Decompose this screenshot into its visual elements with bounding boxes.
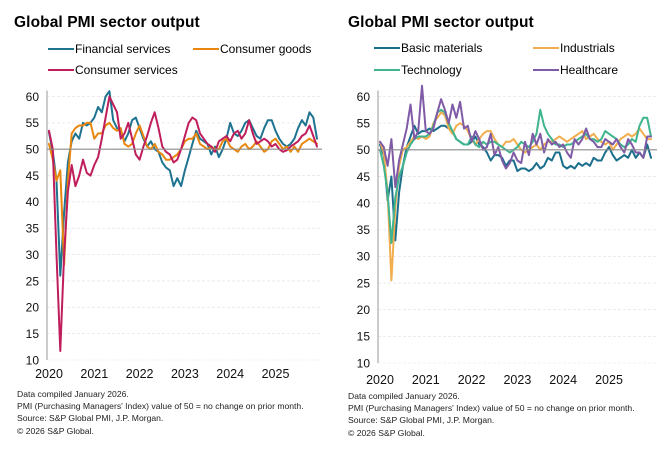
y-tick-label-left: 20 [26,301,40,315]
y-tick-label-left: 35 [26,222,40,236]
footnote-pmi-definition: PMI (Purchasing Managers' Index) value o… [17,401,304,412]
legend-label: Industrials [560,41,615,55]
y-tick-label-left: 25 [26,274,40,288]
legend-label: Consumer services [75,63,178,77]
y-tick-label-right: 50 [357,143,371,157]
chart-title-right: Global PMI sector output [348,14,534,31]
series-line-consumer-services [48,95,318,352]
y-tick-label-right: 25 [357,276,371,290]
footnote-copyright: © 2026 S&P Global. [348,427,425,438]
footnote-compiled: Data compiled January 2026. [348,391,460,401]
series-line-industrials [379,111,652,282]
footnote-compiled: Data compiled January 2026. [17,389,129,399]
legend-swatch-consumer-services [48,68,74,72]
x-tick-label-2022: 2022 [126,367,154,381]
legend-item-basic-materials: Basic materials [374,41,482,55]
footnotes-right: Data compiled January 2026. PMI (Purchas… [348,390,635,439]
legend-item-industrials: Industrials [533,41,615,55]
legend-swatch-healthcare [533,68,559,72]
y-tick-label-right: 60 [357,90,371,104]
legend-item-consumer-goods: Consumer goods [193,42,311,56]
y-tick-label-left: 45 [26,169,40,183]
series-line-technology [379,108,652,245]
x-tick-label-2020: 2020 [35,367,63,381]
legend-item-financial-services: Financial services [48,42,170,56]
legend-swatch-industrials [533,46,559,50]
x-tick-label-2022: 2022 [458,373,486,387]
footnote-source: Source: S&P Global PMI, J.P. Morgan. [348,415,495,426]
y-tick-label-right: 55 [357,116,371,130]
chart-title-left: Global PMI sector output [14,14,200,31]
y-tick-label-right: 15 [357,330,371,344]
y-tick-label-left: 15 [26,327,40,341]
legend-label: Technology [401,63,462,77]
footnote-source: Source: S&P Global PMI, J.P. Morgan. [17,413,164,424]
footnotes-left: Data compiled January 2026. PMI (Purchas… [17,388,304,437]
footnote-copyright: © 2026 S&P Global. [17,425,94,436]
y-tick-label-right: 10 [357,356,371,370]
y-tick-label-left: 60 [26,90,40,104]
legend-label: Basic materials [401,41,483,55]
y-tick-label-left: 10 [26,353,40,367]
y-tick-label-right: 40 [357,196,371,210]
legend-swatch-consumer-goods [193,47,219,51]
x-tick-label-2021: 2021 [412,373,440,387]
y-tick-label-left: 50 [26,143,40,157]
legend-item-healthcare: Healthcare [533,63,618,77]
legend-label: Consumer goods [220,42,312,56]
y-tick-label-left: 40 [26,195,40,209]
y-tick-label-right: 20 [357,303,371,317]
legend-item-technology: Technology [374,63,462,77]
x-tick-label-2024: 2024 [549,373,577,387]
x-tick-label-2020: 2020 [366,373,394,387]
x-tick-label-2024: 2024 [216,367,244,381]
y-tick-label-left: 30 [26,248,40,262]
x-tick-label-2023: 2023 [503,373,531,387]
legend-swatch-basic-materials [374,46,400,50]
x-tick-label-2025: 2025 [262,367,290,381]
x-tick-label-2023: 2023 [171,367,199,381]
x-tick-label-2025: 2025 [595,373,623,387]
legend-item-consumer-services: Consumer services [48,63,178,77]
legend-swatch-technology [374,68,400,72]
y-tick-label-right: 30 [357,250,371,264]
series-line-healthcare [379,84,652,189]
y-tick-label-right: 35 [357,223,371,237]
y-tick-label-left: 55 [26,116,40,130]
x-tick-label-2021: 2021 [80,367,108,381]
legend-label: Healthcare [560,63,619,77]
footnote-pmi-definition: PMI (Purchasing Managers' Index) value o… [348,403,635,414]
y-tick-label-right: 45 [357,170,371,184]
legend-swatch-financial-services [48,47,74,51]
legend-label: Financial services [75,42,171,56]
series-line-financial-services [48,90,318,277]
